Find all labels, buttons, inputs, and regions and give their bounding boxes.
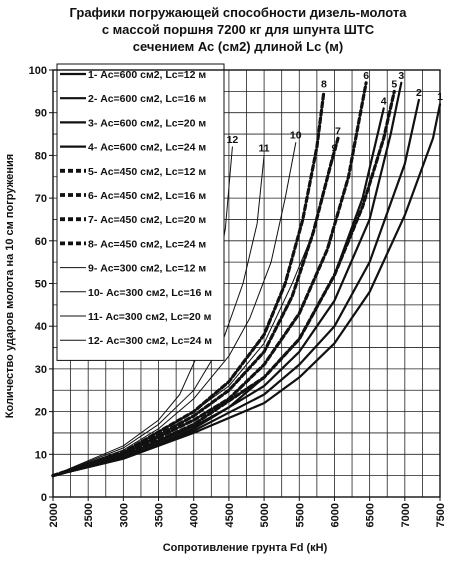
series-end-label-10: 10 bbox=[290, 130, 302, 142]
x-tick-label: 7000 bbox=[400, 503, 412, 527]
legend-entry-5: 5- Ас=450 см2, Lc=12 м bbox=[88, 166, 206, 178]
series-end-label-9: 9 bbox=[332, 142, 338, 154]
x-tick-label: 5500 bbox=[294, 503, 306, 527]
axes: 0 10 20 30 40 50 60 70 80 90 100 2000 2500 3000 3500 40… bbox=[29, 65, 447, 527]
x-tick-label: 6500 bbox=[365, 503, 377, 527]
y-tick-label: 40 bbox=[35, 321, 47, 333]
y-tick-label: 30 bbox=[35, 364, 47, 376]
legend-entry-3: 3- Ас=600 см2, Lc=20 м bbox=[88, 117, 206, 129]
chart-title: Графики погружающей способности дизель-м… bbox=[70, 5, 408, 54]
series-end-label-5: 5 bbox=[391, 78, 397, 90]
legend-entry-12: 12- Ас=300 см2, Lc=24 м bbox=[88, 335, 212, 347]
legend-entry-7: 7- Ас=450 см2, Lc=20 м bbox=[88, 214, 206, 226]
x-axis-title: Сопротивление грунта Fd (кН) bbox=[163, 542, 328, 554]
legend-entry-10: 10- Ас=300 см2, Lc=16 м bbox=[88, 287, 212, 299]
legend-entry-9: 9- Ас=300 см2, Lc=12 м bbox=[88, 263, 206, 275]
legend-entry-8: 8- Ас=450 см2, Lc=24 м bbox=[88, 238, 206, 250]
legend-entry-6: 6- Ас=450 см2, Lc=16 м bbox=[88, 190, 206, 202]
x-tick-label: 3500 bbox=[154, 503, 166, 527]
legend-box bbox=[56, 63, 225, 361]
series-end-label-8: 8 bbox=[321, 78, 327, 90]
series-end-label-2: 2 bbox=[416, 87, 422, 99]
series-line-10 bbox=[52, 142, 297, 477]
y-tick-label: 0 bbox=[41, 492, 47, 504]
legend-entry-4: 4- Ас=600 см2, Lc=24 м bbox=[88, 142, 206, 154]
y-tick-label: 90 bbox=[35, 108, 47, 120]
series-line-5 bbox=[51, 89, 396, 478]
x-tick-label: 4500 bbox=[224, 503, 236, 527]
x-tick-label: 4000 bbox=[189, 503, 201, 527]
y-tick-label: 50 bbox=[35, 279, 47, 291]
x-tick-label: 5000 bbox=[259, 503, 271, 527]
y-axis-title: Количество ударов молота на 10 см погруж… bbox=[4, 154, 16, 418]
y-tick-label: 60 bbox=[35, 236, 47, 248]
chart-title-line-2: с массой поршня 7200 кг для шпунта ШТС bbox=[102, 22, 375, 37]
legend: 1- Ас=600 см2, Lc=12 м 2- Ас=600 см2, Lc=… bbox=[56, 63, 225, 361]
x-tick-label: 2000 bbox=[48, 503, 60, 527]
legend-entry-2: 2- Ас=600 см2, Lc=16 м bbox=[88, 93, 206, 105]
x-tick-label: 6000 bbox=[329, 503, 341, 527]
y-tick-label: 100 bbox=[29, 65, 47, 77]
legend-entry-1: 1- Ас=600 см2, Lc=12 м bbox=[88, 69, 206, 81]
series-line-11 bbox=[52, 154, 265, 477]
y-tick-label: 80 bbox=[35, 150, 47, 162]
series-line-9 bbox=[52, 154, 335, 477]
legend-entry-11: 11- Ас=300 см2, Lc=20 м bbox=[88, 311, 212, 323]
y-tick-label: 20 bbox=[35, 407, 47, 419]
series-end-label-4: 4 bbox=[381, 95, 387, 107]
series-line-3 bbox=[51, 81, 403, 477]
series-end-label-12: 12 bbox=[227, 134, 239, 146]
series-end-label-6: 6 bbox=[363, 70, 369, 82]
chart-title-line-1: Графики погружающей способности дизель-м… bbox=[70, 5, 408, 20]
series-end-label-11: 11 bbox=[259, 142, 270, 154]
chart-title-line-3: сечением Ас (см2) длиной Lc (м) bbox=[133, 39, 343, 54]
x-tick-label: 3000 bbox=[118, 503, 130, 527]
series-end-label-7: 7 bbox=[335, 125, 341, 137]
x-tick-label: 7500 bbox=[435, 503, 447, 527]
y-tick-label: 10 bbox=[35, 449, 47, 461]
x-tick-label: 2500 bbox=[83, 503, 95, 527]
y-tick-label: 70 bbox=[35, 193, 47, 205]
series-end-label-3: 3 bbox=[398, 70, 404, 82]
